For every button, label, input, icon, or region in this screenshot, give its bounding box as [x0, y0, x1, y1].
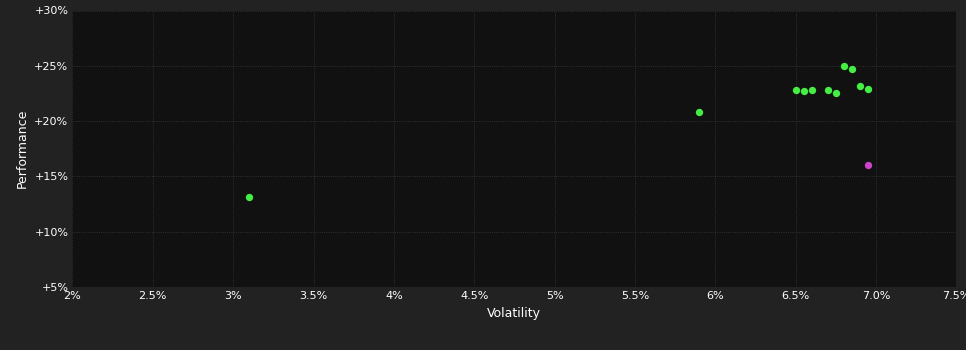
- Point: [796, 89, 811, 94]
- Point: [242, 195, 257, 200]
- Point: [692, 110, 707, 115]
- Point: [788, 88, 804, 93]
- Y-axis label: Performance: Performance: [15, 109, 29, 188]
- Point: [820, 88, 836, 93]
- Point: [861, 86, 876, 92]
- Point: [852, 83, 867, 89]
- Point: [804, 88, 819, 93]
- Point: [828, 91, 843, 96]
- Point: [844, 66, 860, 72]
- Point: [861, 162, 876, 168]
- Point: [837, 63, 852, 69]
- X-axis label: Volatility: Volatility: [488, 307, 541, 320]
